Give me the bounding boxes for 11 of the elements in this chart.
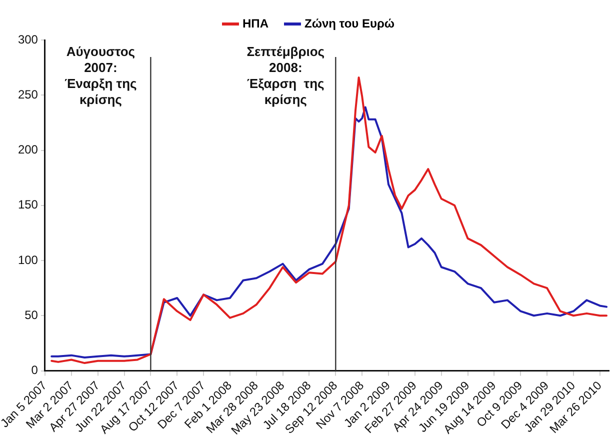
- y-tick-label: 200: [18, 142, 38, 157]
- y-tick-label: 50: [24, 308, 38, 322]
- ref-line-label: Σεπτέμβριος 2008: Έξαρση της κρίσης: [246, 44, 325, 108]
- y-tick-label: 250: [18, 87, 38, 102]
- legend-label: ΗΠΑ: [242, 16, 269, 30]
- legend-label: Ζώνη του Ευρώ: [304, 16, 395, 30]
- y-tick-label: 150: [18, 198, 38, 212]
- y-tick-label: 300: [18, 32, 38, 46]
- ref-line-label: Αύγουστος 2007: Έναρξη της κρίσης: [64, 44, 138, 108]
- y-tick-label: 100: [18, 252, 38, 267]
- y-tick-label: 0: [31, 363, 38, 378]
